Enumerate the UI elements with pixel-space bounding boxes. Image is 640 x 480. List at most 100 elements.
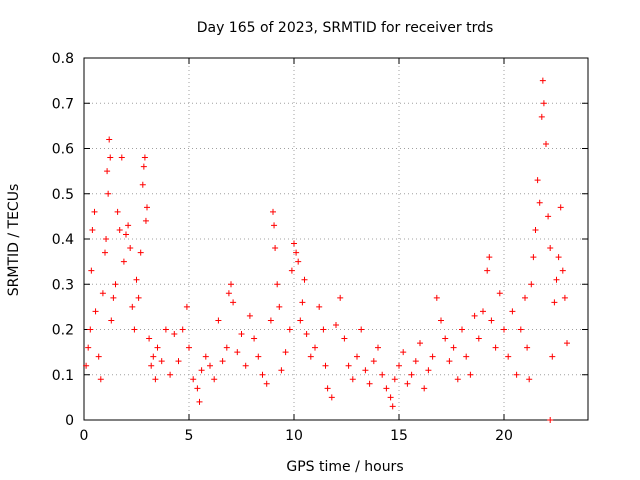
data-point (230, 299, 237, 306)
data-point (391, 376, 398, 383)
data-point (259, 371, 266, 378)
data-point (526, 376, 533, 383)
data-point (496, 290, 503, 297)
data-point (104, 168, 111, 175)
data-point (549, 353, 556, 360)
data-point (116, 226, 123, 233)
data-point (532, 226, 539, 233)
data-point (551, 299, 558, 306)
data-point (345, 362, 352, 369)
y-tick-label: 0.1 (52, 368, 74, 384)
data-point (412, 358, 419, 365)
data-point (246, 312, 253, 319)
data-point (362, 367, 369, 374)
data-point (555, 254, 562, 261)
data-point (454, 376, 461, 383)
data-point (142, 217, 149, 224)
data-point (307, 353, 314, 360)
data-point (433, 294, 440, 301)
data-point (146, 335, 153, 342)
data-point (534, 177, 541, 184)
data-point (92, 308, 99, 315)
data-point (83, 362, 90, 369)
x-tick-label: 5 (185, 428, 194, 444)
data-point (322, 362, 329, 369)
data-point (421, 385, 428, 392)
data-point (295, 258, 302, 265)
data-point (354, 353, 360, 360)
data-point (438, 317, 444, 324)
y-tick-label: 0.3 (52, 277, 74, 293)
data-point (509, 308, 516, 315)
x-axis: 0 5 10 15 20 (80, 58, 513, 444)
data-point (383, 385, 390, 392)
data-point (425, 367, 432, 374)
data-point (150, 353, 157, 360)
data-point (286, 326, 293, 333)
data-point (320, 326, 327, 333)
data-point (91, 208, 98, 215)
data-point (154, 344, 161, 351)
data-point (297, 317, 304, 324)
y-tick-label: 0.7 (52, 96, 74, 112)
data-point (429, 353, 436, 360)
data-point (484, 267, 491, 274)
data-point (194, 385, 201, 392)
data-point (564, 340, 570, 347)
data-point (141, 154, 148, 161)
data-point (103, 236, 110, 242)
data-point (263, 380, 270, 387)
data-point (131, 326, 138, 333)
data-point (198, 367, 205, 374)
data-point (480, 308, 486, 315)
data-point (89, 226, 96, 233)
data-point (114, 208, 121, 215)
data-point (358, 326, 365, 333)
data-point (179, 326, 186, 333)
data-point (87, 326, 94, 333)
data-point (282, 349, 289, 356)
data-point (538, 113, 545, 120)
data-point (417, 340, 423, 347)
data-point (522, 294, 528, 301)
data-point (301, 276, 308, 283)
y-tick-label: 0.4 (52, 232, 74, 248)
data-point (85, 344, 92, 351)
x-tick-label: 15 (390, 428, 408, 444)
data-point (270, 208, 276, 215)
data-point (255, 353, 262, 360)
data-point (375, 344, 381, 351)
data-point (547, 245, 554, 252)
data-point (219, 358, 226, 365)
data-point (459, 326, 465, 333)
data-point (559, 267, 566, 274)
data-point (183, 303, 190, 310)
data-point (366, 380, 373, 387)
data-point (152, 376, 159, 383)
data-point (387, 394, 394, 401)
data-point (561, 294, 568, 301)
data-point (171, 331, 178, 338)
data-point (251, 335, 258, 342)
data-point (276, 303, 283, 310)
data-point (475, 335, 482, 342)
data-point (102, 249, 108, 256)
data-point (99, 290, 106, 297)
data-point (539, 77, 546, 84)
data-point (202, 353, 209, 360)
x-tick-label: 10 (285, 428, 303, 444)
data-point (528, 281, 535, 288)
data-point (186, 344, 192, 351)
data-point (370, 358, 377, 365)
data-point (288, 267, 295, 274)
data-point (501, 326, 507, 333)
data-point (389, 403, 396, 410)
data-point (207, 362, 213, 369)
data-point (291, 240, 297, 247)
y-axis: 0 0.1 0.2 0.3 0.4 0.5 0.6 0.7 0.8 (52, 51, 588, 429)
data-point (547, 417, 554, 423)
data-point (196, 398, 203, 405)
data-point (513, 371, 520, 378)
data-point (324, 385, 331, 392)
